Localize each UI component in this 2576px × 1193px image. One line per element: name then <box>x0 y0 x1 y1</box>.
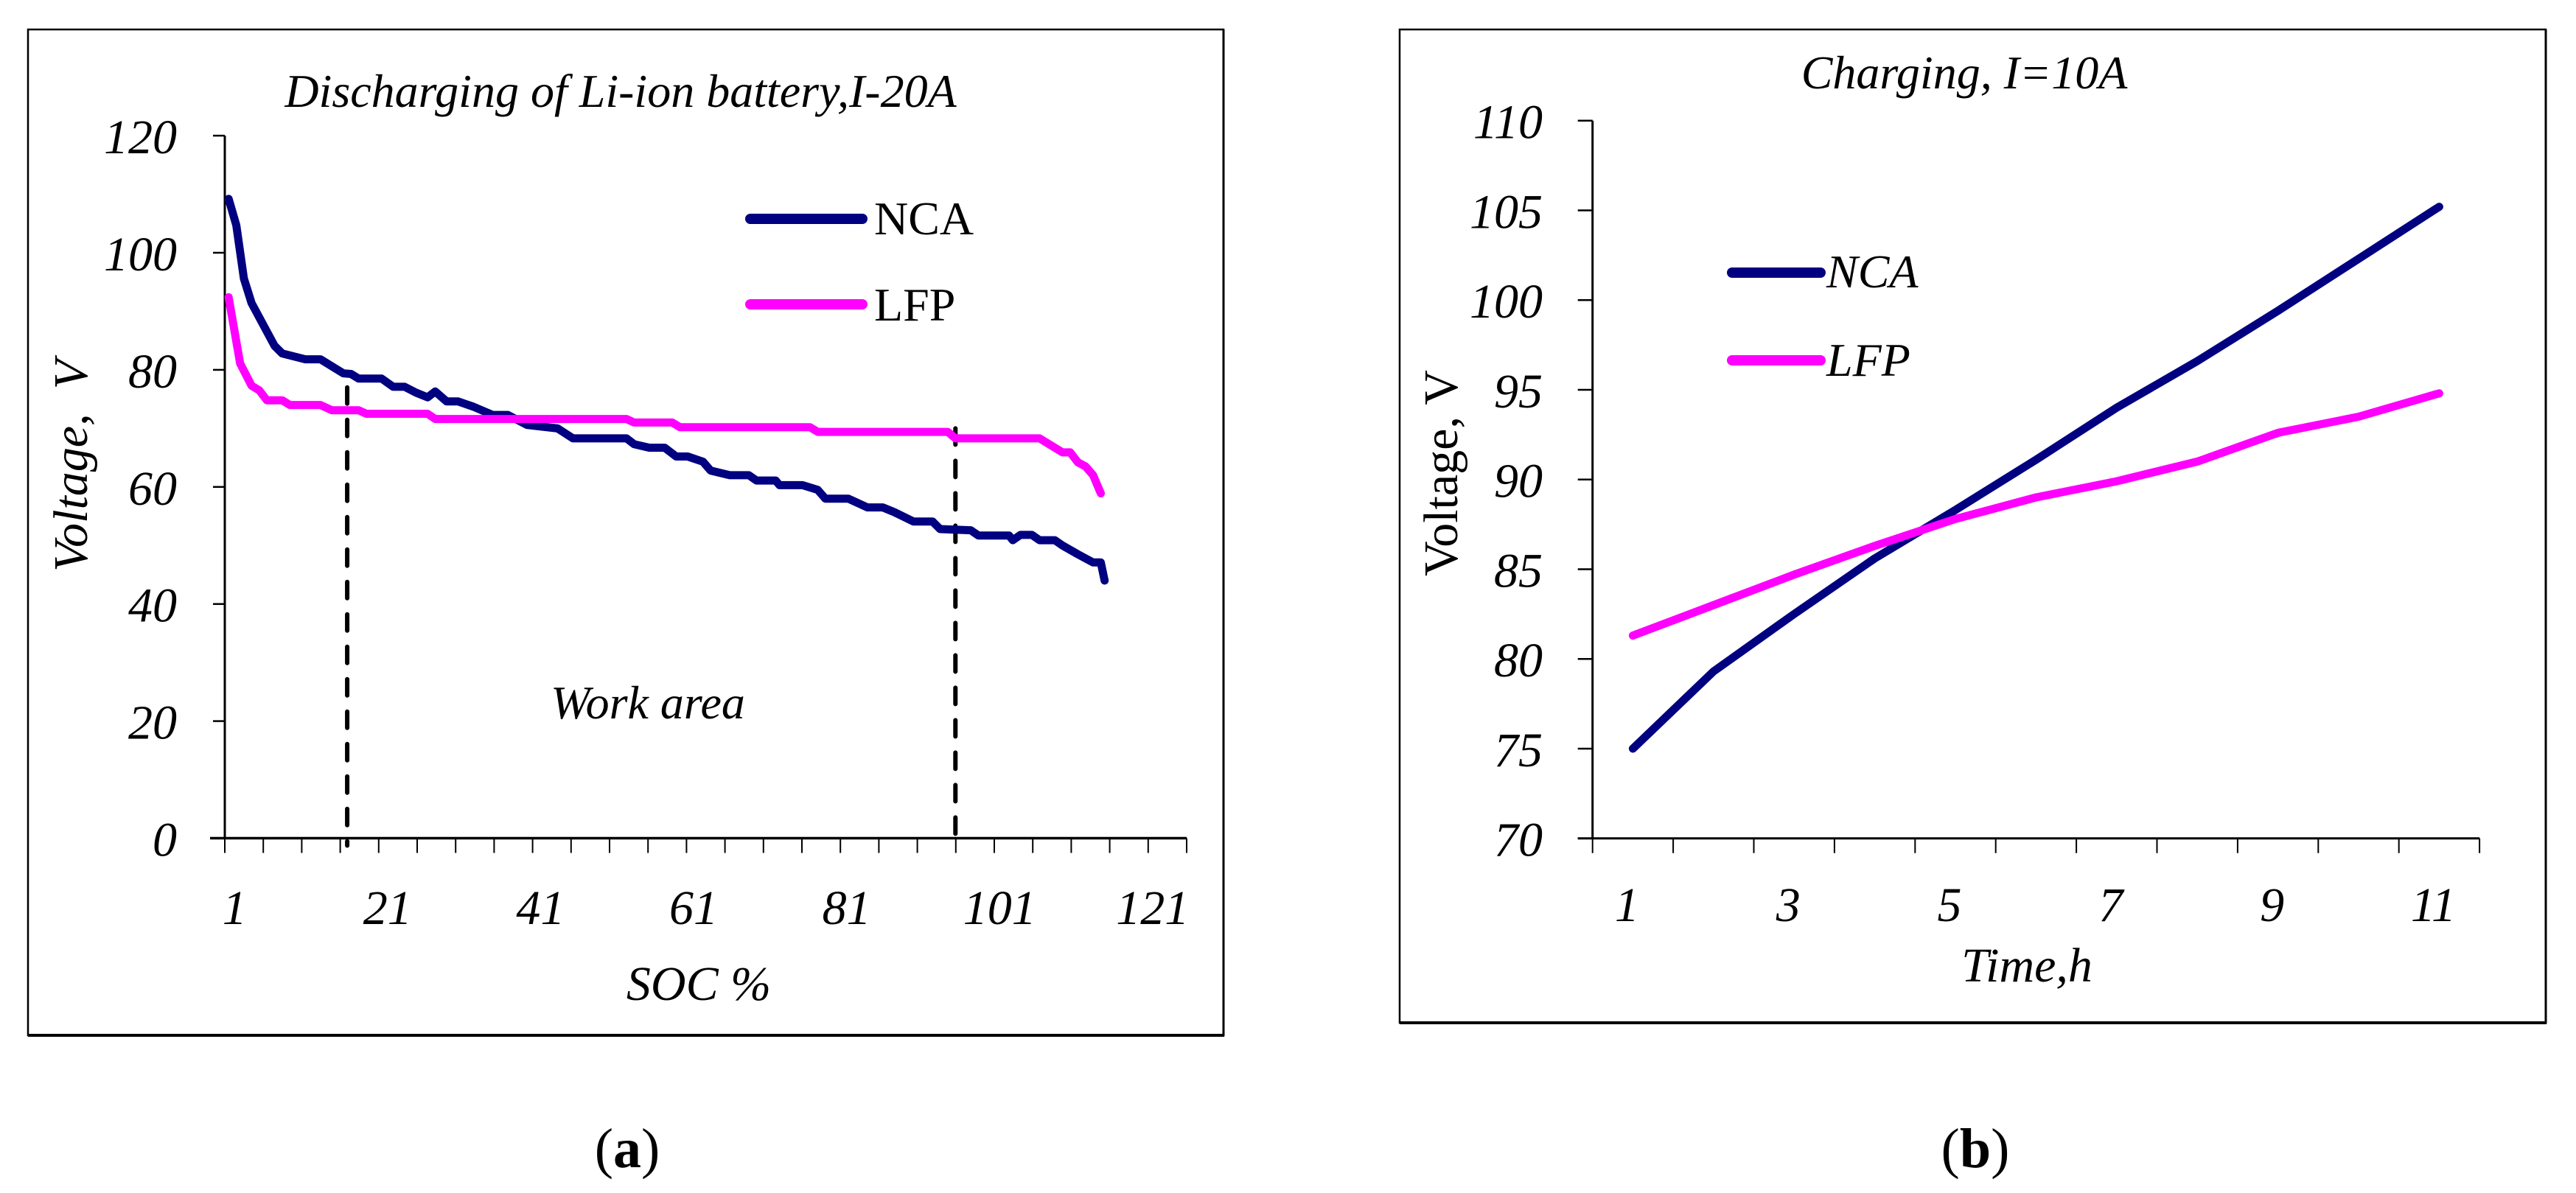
legend-label-nca: NCA <box>874 192 974 245</box>
y-tick-label: 80 <box>128 345 177 399</box>
series-nca <box>224 195 1109 585</box>
panel-a-series <box>224 195 1109 585</box>
y-tick-label: 80 <box>1494 634 1543 688</box>
panel-a-x-axis: 1 21 41 61 81 101 121 <box>210 836 1189 935</box>
x-tick-label: 101 <box>963 881 1036 935</box>
panel-b-x-axis-title: Time,h <box>1961 939 2092 993</box>
x-tick-label: 1 <box>223 881 247 935</box>
y-tick-label: 95 <box>1494 365 1543 419</box>
y-tick-label: 60 <box>128 462 177 516</box>
y-tick-label: 100 <box>104 228 177 281</box>
panel-a-y-axis-title: Voltage, V <box>44 354 98 571</box>
y-tick-label: 0 <box>153 814 177 867</box>
x-tick-label: 11 <box>2411 878 2456 932</box>
series-lfp <box>1628 389 2443 640</box>
x-tick-label: 21 <box>363 881 412 935</box>
panel-a-work-area-label: Work area <box>551 676 745 729</box>
panel-a-legend: NCA LFP <box>745 192 974 331</box>
panel-b-y-axis: 70 75 80 85 90 95 100 105 110 <box>1470 96 1594 867</box>
legend-label-nca: NCA <box>1826 245 1919 298</box>
y-tick-label: 100 <box>1470 275 1543 329</box>
panel-b-x-axis: 1 3 5 7 9 11 <box>1577 837 2481 932</box>
x-tick-label: 7 <box>2098 878 2125 932</box>
panel-b-title: Charging, I=10A <box>1801 46 2129 99</box>
y-tick-label: 110 <box>1473 96 1543 150</box>
y-tick-label: 75 <box>1494 724 1543 777</box>
x-tick-label: 3 <box>1776 878 1801 932</box>
y-tick-label: 70 <box>1494 814 1543 867</box>
x-tick-label: 9 <box>2260 878 2284 932</box>
legend-label-lfp: LFP <box>874 279 955 331</box>
y-tick-label: 85 <box>1494 544 1543 598</box>
x-tick-label: 61 <box>669 881 718 935</box>
panel-a-x-axis-title: SOC % <box>626 957 771 1011</box>
x-tick-label: 121 <box>1116 881 1189 935</box>
panel-b-legend: NCA LFP <box>1727 245 1919 386</box>
x-tick-label: 1 <box>1615 878 1639 932</box>
panel-b-series <box>1628 203 2443 753</box>
panel-label-b: (b) <box>1941 1118 2010 1180</box>
y-tick-label: 20 <box>128 696 177 750</box>
y-tick-label: 40 <box>128 579 177 633</box>
panel-a-work-area-bounds <box>345 385 958 848</box>
series-nca <box>1628 203 2443 753</box>
panel-a-y-axis: 0 20 40 60 80 100 120 <box>104 111 226 867</box>
panel-b-y-axis-title: Voltage, V <box>1414 370 1468 576</box>
panel-a-title: Discharging of Li-ion battery,I-20A <box>284 65 957 117</box>
panel-a: Discharging of Li-ion battery,I-20A 0 20 4… <box>27 28 1225 1037</box>
y-tick-label: 90 <box>1494 455 1543 508</box>
y-tick-label: 105 <box>1470 185 1543 239</box>
x-tick-label: 41 <box>516 881 565 935</box>
panel-label-a: (a) <box>595 1118 660 1180</box>
series-lfp <box>224 293 1105 497</box>
y-tick-label: 120 <box>104 111 177 164</box>
x-tick-label: 5 <box>1938 878 1962 932</box>
legend-label-lfp: LFP <box>1826 334 1910 386</box>
x-tick-label: 81 <box>823 881 871 935</box>
